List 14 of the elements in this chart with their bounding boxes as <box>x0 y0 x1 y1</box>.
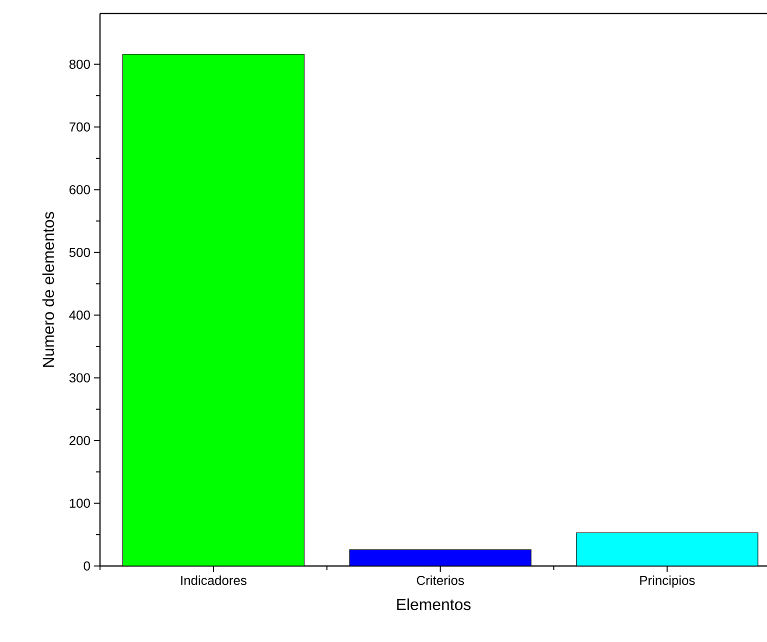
x-tick-label: Criterios <box>416 576 464 586</box>
y-tick-label: 400 <box>69 310 90 320</box>
y-axis-title: Numero de elementos <box>42 212 54 367</box>
y-tick-label: 0 <box>84 561 90 571</box>
y-tick-label: 700 <box>70 122 90 132</box>
x-tick-label: Indicadores <box>181 576 246 586</box>
y-tick-label: 200 <box>70 436 90 446</box>
x-axis-title: Elementos <box>397 598 471 610</box>
x-tick-label: Principios <box>640 576 695 588</box>
y-tick-label: 800 <box>69 60 90 69</box>
y-tick-label: 300 <box>69 373 90 382</box>
y-tick-label: 600 <box>70 185 90 194</box>
y-tick-label: 100 <box>70 498 90 508</box>
y-tick-label: 500 <box>69 248 90 257</box>
